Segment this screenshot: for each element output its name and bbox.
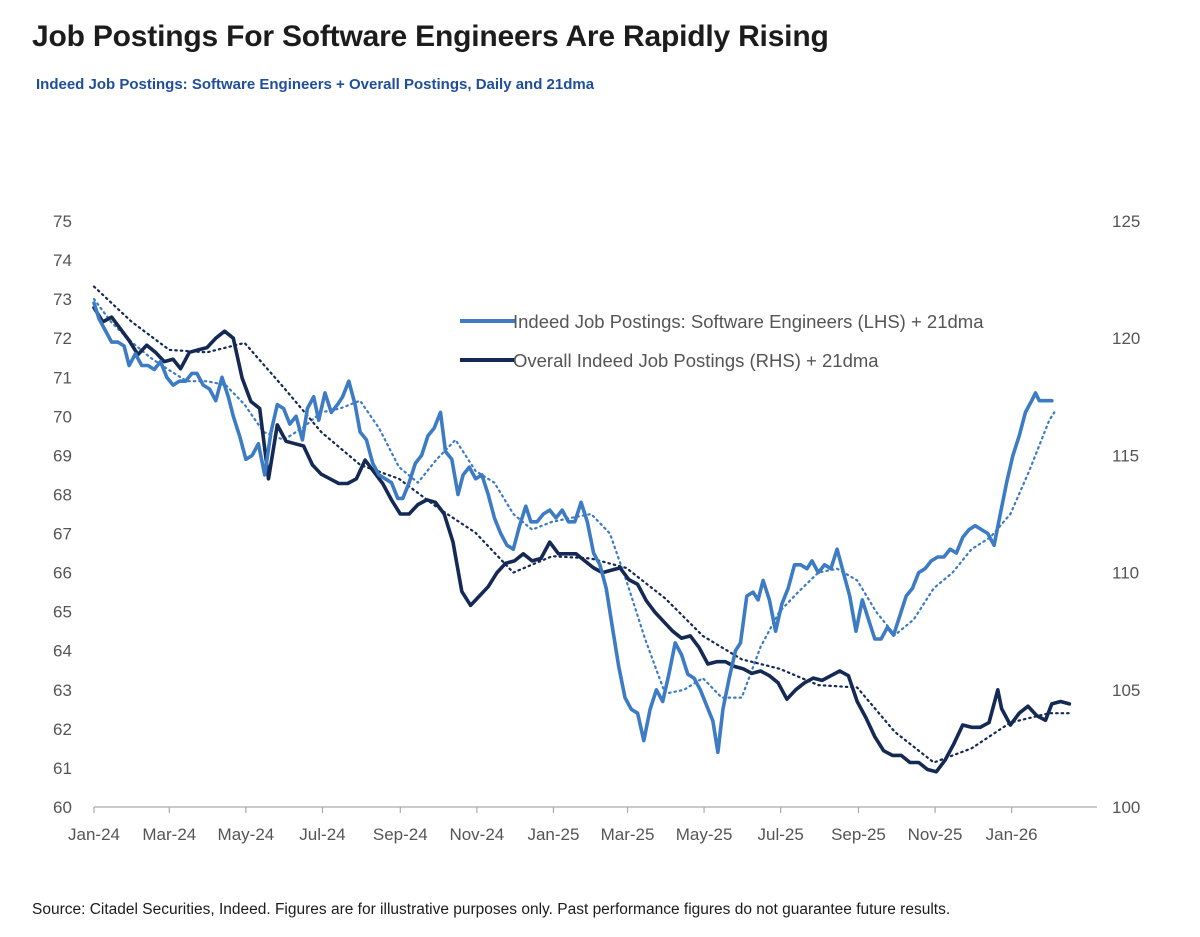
chart-title: Job Postings For Software Engineers Are … — [32, 20, 829, 53]
x-tick-label: Jul-25 — [758, 825, 804, 844]
source-note: Source: Citadel Securities, Indeed. Figu… — [32, 901, 951, 918]
x-tick-label: Mar-25 — [601, 825, 655, 844]
y-left-tick-label: 60 — [53, 798, 72, 817]
x-tick-label: Jan-25 — [527, 825, 579, 844]
y-left-tick-label: 69 — [53, 446, 72, 465]
left-axis-ticks: 60 61 62 63 64 65 66 67 68 69 70 71 72 73 74 75 — [53, 212, 72, 817]
y-right-tick-label: 105 — [1112, 681, 1140, 700]
y-left-tick-label: 65 — [53, 603, 72, 622]
y-left-tick-label: 74 — [53, 251, 72, 270]
x-tick-label: Jul-24 — [299, 825, 345, 844]
x-tick-label: Sep-24 — [373, 825, 428, 844]
x-tick-label: Nov-25 — [908, 825, 963, 844]
x-tick-label: May-24 — [218, 825, 275, 844]
y-right-tick-label: 120 — [1112, 329, 1140, 348]
chart-subtitle: Indeed Job Postings: Software Engineers … — [36, 76, 595, 93]
y-left-tick-label: 61 — [53, 759, 72, 778]
dotted-series-line-3 — [92, 285, 1071, 764]
series-line-0 — [92, 301, 1054, 755]
y-left-tick-label: 72 — [53, 329, 72, 348]
y-left-tick-label: 75 — [53, 212, 72, 231]
legend-label-software-engineers: Indeed Job Postings: Software Engineers … — [513, 311, 984, 332]
y-left-tick-label: 73 — [53, 290, 72, 309]
y-left-tick-label: 68 — [53, 485, 72, 504]
y-left-tick-label: 66 — [53, 564, 72, 583]
x-tick-label: Jan-26 — [986, 825, 1038, 844]
y-right-tick-label: 110 — [1112, 564, 1139, 583]
x-tick-label: May-25 — [676, 825, 733, 844]
y-left-tick-label: 62 — [53, 720, 72, 739]
right-axis-ticks: 100 105 110 115 120 125 — [1112, 212, 1140, 817]
x-tick-label: Nov-24 — [449, 825, 504, 844]
y-right-tick-label: 115 — [1112, 446, 1139, 465]
y-left-tick-label: 67 — [53, 525, 72, 544]
y-left-tick-label: 71 — [53, 368, 72, 387]
series-line-2 — [92, 305, 1072, 774]
x-tick-label: Sep-25 — [831, 825, 886, 844]
dotted-series-line-1 — [92, 298, 1056, 699]
legend-label-overall: Overall Indeed Job Postings (RHS) + 21dm… — [513, 350, 879, 371]
legend: Indeed Job Postings: Software Engineers … — [460, 311, 984, 371]
series-lines — [92, 285, 1072, 774]
y-right-tick-label: 100 — [1112, 798, 1140, 817]
x-tick-label: Jan-24 — [68, 825, 120, 844]
x-axis-ticks: Jan-24 Mar-24 May-24 Jul-24 Sep-24 Nov-24 Jan-… — [68, 807, 1038, 844]
y-left-tick-label: 63 — [53, 681, 72, 700]
x-tick-label: Mar-24 — [142, 825, 196, 844]
y-right-tick-label: 125 — [1112, 212, 1140, 231]
y-left-tick-label: 70 — [53, 407, 72, 426]
y-left-tick-label: 64 — [53, 642, 72, 661]
